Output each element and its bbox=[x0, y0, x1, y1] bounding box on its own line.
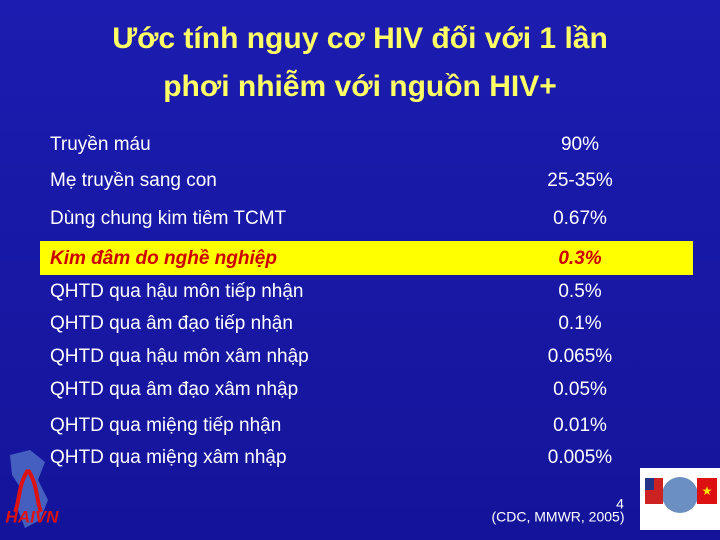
row-label: QHTD qua âm đạo tiếp nhận bbox=[50, 313, 293, 334]
row-label: QHTD qua miệng tiếp nhận bbox=[50, 415, 281, 436]
row-label: QHTD qua hậu môn tiếp nhận bbox=[50, 281, 304, 302]
logo-text: HAIVN bbox=[6, 507, 60, 526]
svg-text:★: ★ bbox=[702, 484, 713, 498]
row-value: 0.01% bbox=[553, 415, 607, 436]
row-label: Kim đâm do nghề nghiệp bbox=[50, 248, 277, 269]
row-highlight bbox=[40, 241, 693, 275]
logo: HAIVN bbox=[6, 450, 60, 528]
row-value: 0.3% bbox=[558, 248, 601, 269]
row-value: 0.005% bbox=[548, 447, 613, 468]
row-value: 90% bbox=[561, 134, 599, 155]
title-line: phơi nhiễm với nguồn HIV+ bbox=[163, 69, 557, 103]
row-value: 0.05% bbox=[553, 379, 607, 400]
source: (CDC, MMWR, 2005) bbox=[491, 509, 624, 525]
row-label: Dùng chung kim tiêm TCMT bbox=[50, 208, 287, 229]
row-value: 0.5% bbox=[558, 281, 601, 302]
row-value: 0.065% bbox=[548, 346, 613, 367]
row-label: Mẹ truyền sang con bbox=[50, 170, 217, 191]
table: Truyền máu 90% Mẹ truyền sang con 25-35% Dùn… bbox=[40, 134, 693, 468]
row-value: 0.1% bbox=[558, 313, 601, 334]
row-value: 25-35% bbox=[547, 170, 613, 191]
row-label: Truyền máu bbox=[50, 134, 151, 155]
title-line: Ước tính nguy cơ HIV đối với 1 lần bbox=[112, 22, 608, 55]
row-value: 0.67% bbox=[553, 208, 607, 229]
row-label: QHTD qua miệng xâm nhập bbox=[50, 447, 287, 468]
page-number: 4 bbox=[616, 496, 624, 512]
row-label: QHTD qua hậu môn xâm nhập bbox=[50, 346, 309, 367]
flags-emblem: ★ bbox=[640, 468, 720, 530]
row-label: QHTD qua âm đạo xâm nhập bbox=[50, 379, 298, 400]
